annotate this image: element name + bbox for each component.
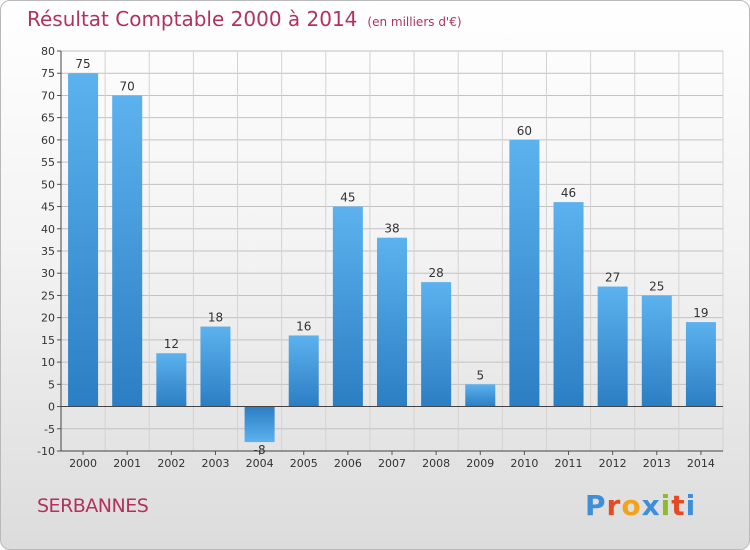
bar (465, 384, 496, 407)
x-tick-label: 2000 (69, 457, 97, 470)
bar-value-label: 70 (120, 79, 135, 93)
bar (685, 322, 716, 407)
bar (421, 282, 452, 407)
y-tick-label: 65 (41, 112, 55, 125)
bar-value-label: -8 (254, 443, 266, 457)
x-tick-label: 2008 (422, 457, 450, 470)
bar (156, 353, 187, 407)
bar (509, 139, 540, 407)
y-tick-label: 30 (41, 267, 55, 280)
logo-letter: x (641, 489, 661, 522)
bar-value-label: 25 (649, 279, 664, 293)
x-tick-label: 2014 (687, 457, 715, 470)
logo-letter: i (660, 489, 672, 522)
y-tick-label: -5 (44, 423, 55, 436)
y-tick-label: 10 (41, 356, 55, 369)
y-tick-label: 80 (41, 45, 55, 58)
x-tick-label: 2003 (201, 457, 229, 470)
x-tick-label: 2009 (466, 457, 494, 470)
y-tick-label: 55 (41, 156, 55, 169)
bar-value-label: 27 (605, 271, 620, 285)
x-tick-label: 2004 (246, 457, 274, 470)
x-tick-label: 2011 (555, 457, 583, 470)
x-tick-label: 2007 (378, 457, 406, 470)
bar (553, 202, 584, 407)
x-tick-label: 2005 (290, 457, 318, 470)
axes-group (57, 50, 723, 455)
bar-value-label: 12 (164, 337, 179, 351)
bar (244, 406, 275, 443)
bar-value-label: 18 (208, 311, 223, 325)
y-tick-label: 20 (41, 312, 55, 325)
bar-value-label: 45 (340, 191, 355, 205)
y-tick-label: 45 (41, 201, 55, 214)
bar-value-label: 60 (517, 124, 532, 138)
bar-value-label: 38 (384, 222, 399, 236)
y-tick-label: 25 (41, 289, 55, 302)
bar-value-label: 16 (296, 319, 311, 333)
bars-group (68, 73, 716, 443)
commune-name: SERBANNES (37, 495, 149, 517)
y-tick-label: 0 (48, 401, 55, 414)
y-tick-label: 35 (41, 245, 55, 258)
bar (112, 95, 143, 407)
bar (288, 335, 319, 407)
x-tick-label: 2001 (113, 457, 141, 470)
chart-title-unit: (en milliers d'€) (367, 15, 462, 29)
logo-letter: o (621, 489, 642, 522)
y-tick-label: 15 (41, 334, 55, 347)
labels-group: -10 -5 0 5 10 15 20 25 30 35 40 45 50 55 60 65 70 75 80 75 2… (37, 45, 715, 470)
bar-value-label: 75 (75, 57, 90, 71)
logo-letter: i (685, 489, 697, 522)
x-tick-label: 2010 (510, 457, 538, 470)
x-tick-label: 2002 (157, 457, 185, 470)
bar (641, 295, 672, 407)
bar-value-label: 19 (693, 306, 708, 320)
y-tick-label: 40 (41, 223, 55, 236)
chart-title-main: Résultat Comptable 2000 à 2014 (27, 7, 358, 31)
logo-letter: r (606, 489, 622, 522)
x-tick-label: 2006 (334, 457, 362, 470)
bar (376, 237, 408, 407)
bar (200, 326, 231, 407)
logo-letter: t (671, 489, 686, 522)
bar-value-label: 46 (561, 186, 576, 200)
y-tick-label: 5 (48, 378, 55, 391)
logo-letter: P (585, 489, 607, 522)
y-tick-label: -10 (37, 445, 55, 458)
proxiti-logo: Proxiti (585, 489, 696, 522)
bar-value-label: 28 (428, 266, 443, 280)
x-tick-label: 2012 (599, 457, 627, 470)
chart-title: Résultat Comptable 2000 à 2014 (en millie… (27, 7, 462, 31)
y-tick-label: 60 (41, 134, 55, 147)
y-tick-label: 50 (41, 178, 55, 191)
bar (68, 73, 99, 407)
bar-value-label: 5 (476, 368, 484, 382)
y-tick-label: 75 (41, 67, 55, 80)
y-tick-label: 70 (41, 89, 55, 102)
x-tick-label: 2013 (643, 457, 671, 470)
bar (332, 206, 363, 407)
bar (597, 286, 628, 407)
